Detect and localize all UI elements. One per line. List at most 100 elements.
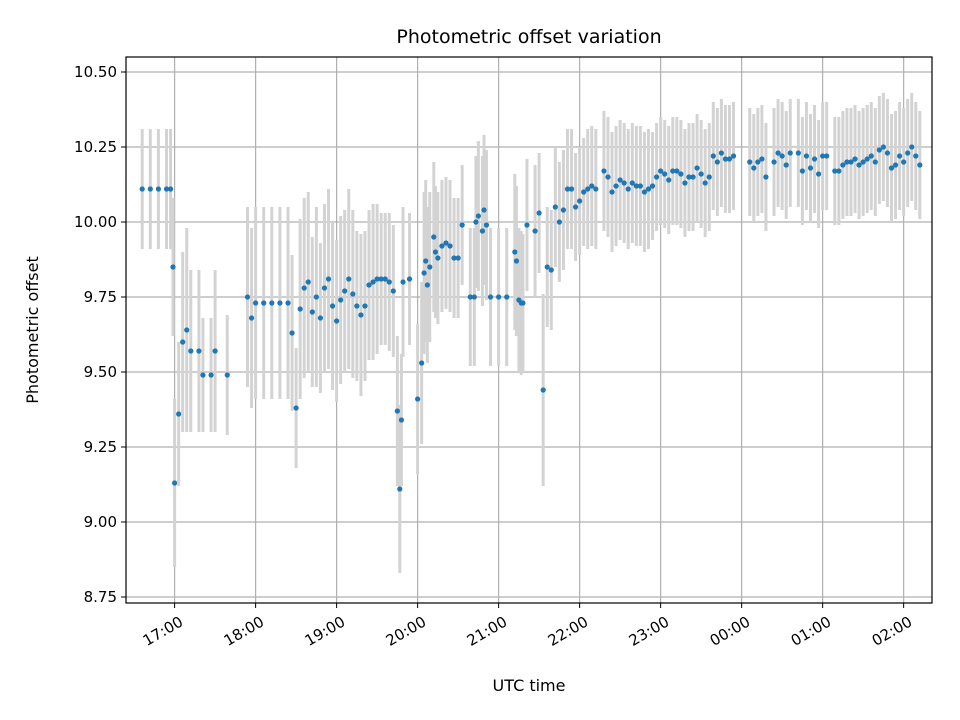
data-point <box>427 264 433 270</box>
data-point <box>714 159 720 165</box>
data-point <box>200 372 206 378</box>
data-point <box>419 360 425 366</box>
data-point <box>147 186 153 192</box>
data-point <box>317 315 324 321</box>
data-point <box>370 279 376 285</box>
data-point <box>289 330 295 336</box>
data-point <box>840 162 846 168</box>
data-point <box>852 156 858 162</box>
data-point <box>884 150 891 156</box>
data-point <box>564 186 571 192</box>
data-point <box>755 159 761 165</box>
data-point <box>447 243 453 249</box>
data-point <box>815 171 822 177</box>
data-point <box>439 243 445 249</box>
data-point <box>338 297 344 303</box>
data-point <box>751 165 757 171</box>
y-axis-ticks: 8.75 9.00 9.25 9.50 9.75 10.00 10.25 10.50 <box>74 63 126 606</box>
data-point <box>504 294 510 300</box>
data-point <box>378 276 384 282</box>
data-point <box>406 276 413 282</box>
data-point <box>629 180 635 186</box>
data-point <box>301 285 307 291</box>
data-point <box>730 153 737 159</box>
data-point <box>613 183 619 189</box>
data-point <box>167 186 174 192</box>
x-tick-label: 17:00 <box>140 613 186 650</box>
data-point <box>196 348 202 354</box>
data-point <box>540 387 546 393</box>
data-point <box>325 276 332 282</box>
x-tick-label: 18:00 <box>221 613 267 650</box>
data-point <box>374 276 380 282</box>
x-tick-label: 20:00 <box>383 613 429 650</box>
y-axis-title: Photometric offset <box>23 256 42 404</box>
data-point <box>658 168 664 174</box>
data-point <box>544 264 550 270</box>
data-point <box>354 303 360 309</box>
data-point <box>212 348 218 354</box>
data-point <box>321 285 328 291</box>
data-point <box>536 210 542 216</box>
data-point <box>139 186 145 192</box>
data-point <box>386 279 392 285</box>
data-point <box>520 300 526 306</box>
y-tick-label: 10.50 <box>74 63 117 81</box>
data-point <box>455 255 461 261</box>
data-point <box>548 267 554 273</box>
data-point <box>277 300 283 306</box>
data-points <box>139 144 923 492</box>
data-point <box>475 213 481 219</box>
data-point <box>795 150 801 156</box>
data-point <box>362 303 368 309</box>
data-point <box>698 171 704 177</box>
data-point <box>366 282 372 288</box>
data-point <box>481 207 487 213</box>
data-point <box>706 174 712 180</box>
data-point <box>473 219 479 225</box>
data-point <box>471 294 477 300</box>
data-point <box>690 174 696 180</box>
y-tick-label: 10.25 <box>74 138 117 156</box>
x-tick-label: 02:00 <box>869 613 915 650</box>
data-point <box>674 168 680 174</box>
data-point <box>155 186 162 192</box>
data-point <box>678 171 684 177</box>
data-point <box>682 180 688 186</box>
data-point <box>467 294 473 300</box>
y-tick-label: 9.50 <box>84 363 117 381</box>
data-point <box>329 303 336 309</box>
data-point <box>415 396 421 402</box>
data-point <box>787 150 793 156</box>
data-point <box>293 405 299 411</box>
data-point <box>876 147 882 153</box>
data-point <box>188 348 194 354</box>
data-point <box>771 159 777 165</box>
data-point <box>297 306 303 312</box>
data-point <box>390 288 396 294</box>
data-point <box>617 177 623 183</box>
data-point <box>305 279 311 285</box>
data-point <box>443 240 449 246</box>
x-tick-label: 23:00 <box>626 613 672 650</box>
y-tick-label: 10.00 <box>74 213 117 231</box>
chart-title: Photometric offset variation <box>396 26 661 48</box>
data-point <box>560 207 567 213</box>
data-point <box>872 159 878 165</box>
data-point <box>397 486 403 492</box>
data-point <box>435 255 441 261</box>
data-point <box>686 174 692 180</box>
y-tick-label: 9.25 <box>84 438 117 456</box>
data-point <box>811 156 818 162</box>
data-point <box>649 183 656 189</box>
data-point <box>487 294 494 300</box>
data-point <box>253 300 259 306</box>
data-point <box>702 180 708 186</box>
data-point <box>848 159 854 165</box>
data-point <box>459 222 465 228</box>
data-point <box>572 204 579 210</box>
data-point <box>552 204 558 210</box>
data-point <box>334 318 340 324</box>
data-point <box>496 294 502 300</box>
data-point <box>424 282 430 288</box>
